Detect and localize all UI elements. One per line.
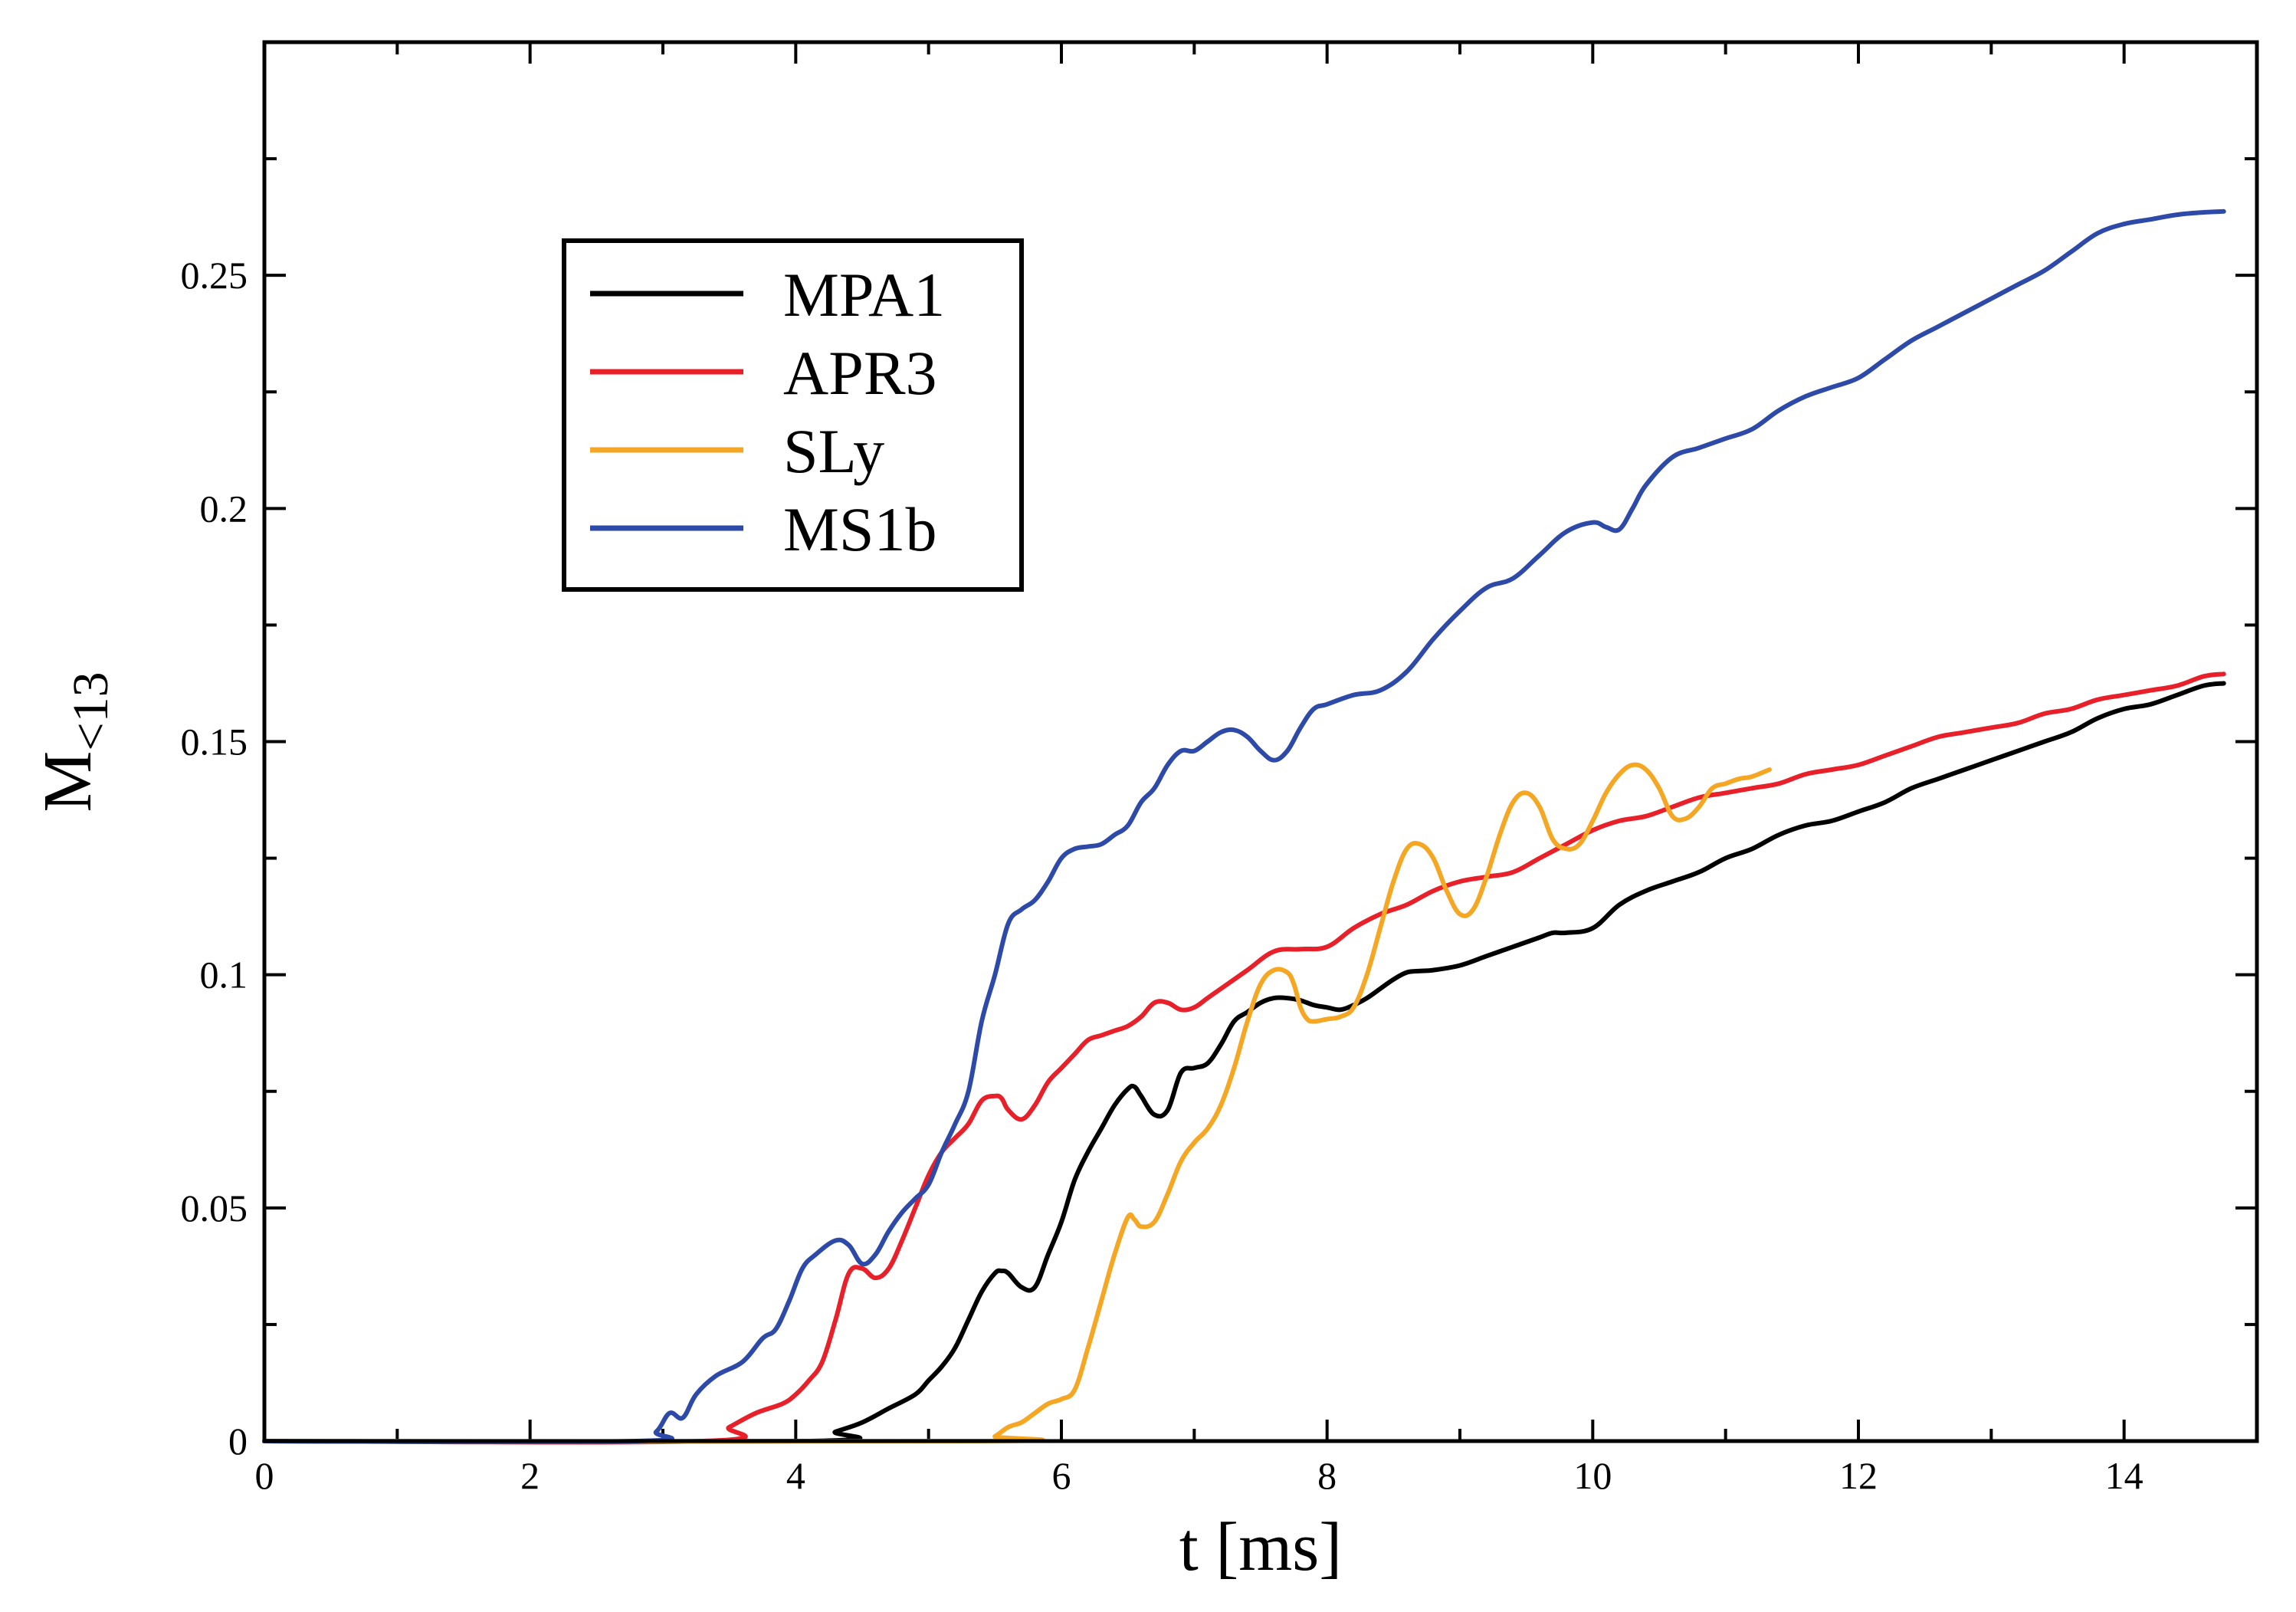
legend: MPA1 APR3 SLy MS1b xyxy=(562,238,1024,592)
legend-label-mpa1: MPA1 xyxy=(783,260,945,330)
x-tick-label: 0 xyxy=(255,1454,274,1497)
legend-label-sly: SLy xyxy=(783,416,884,486)
x-tick-label: 4 xyxy=(786,1454,805,1497)
y-tick-label: 0.15 xyxy=(181,721,248,763)
series-line-apr3 xyxy=(262,671,2226,1445)
x-tick-label: 6 xyxy=(1052,1454,1071,1497)
legend-box xyxy=(562,238,1024,592)
axis-ticks xyxy=(263,42,2257,1443)
svg-text:M<13: M<13 xyxy=(30,671,119,812)
axis-tick-labels: 0 2 4 6 8 10 12 14 0 0.05 0.1 0.15 0.2 0.25 xyxy=(181,254,2143,1497)
legend-label-apr3: APR3 xyxy=(783,338,937,408)
x-tick-label: 12 xyxy=(1839,1454,1878,1497)
x-axis-title: t [ms] xyxy=(1179,1509,1342,1585)
y-tick-label: 0.2 xyxy=(200,487,248,530)
y-tick-label: 0 xyxy=(228,1420,248,1463)
series-line-ms1b xyxy=(262,208,2226,1444)
x-tick-label: 10 xyxy=(1573,1454,1612,1497)
y-axis-title-subscript: <13 xyxy=(63,671,119,750)
y-tick-label: 0.25 xyxy=(181,254,248,297)
x-tick-label: 8 xyxy=(1317,1454,1337,1497)
x-tick-label: 2 xyxy=(520,1454,540,1497)
series-line-sly xyxy=(262,762,1772,1444)
y-tick-label: 0.1 xyxy=(200,954,248,996)
y-tick-label: 0.05 xyxy=(181,1187,248,1230)
plot-frame xyxy=(262,40,2259,1443)
y-axis-title-main: M xyxy=(30,751,106,813)
series-line-mpa1 xyxy=(262,681,2226,1444)
y-axis-title: M<13 xyxy=(30,671,119,812)
x-tick-label: 14 xyxy=(2105,1454,2143,1497)
legend-label-ms1b: MS1b xyxy=(783,494,937,564)
series-lines xyxy=(262,208,2226,1445)
